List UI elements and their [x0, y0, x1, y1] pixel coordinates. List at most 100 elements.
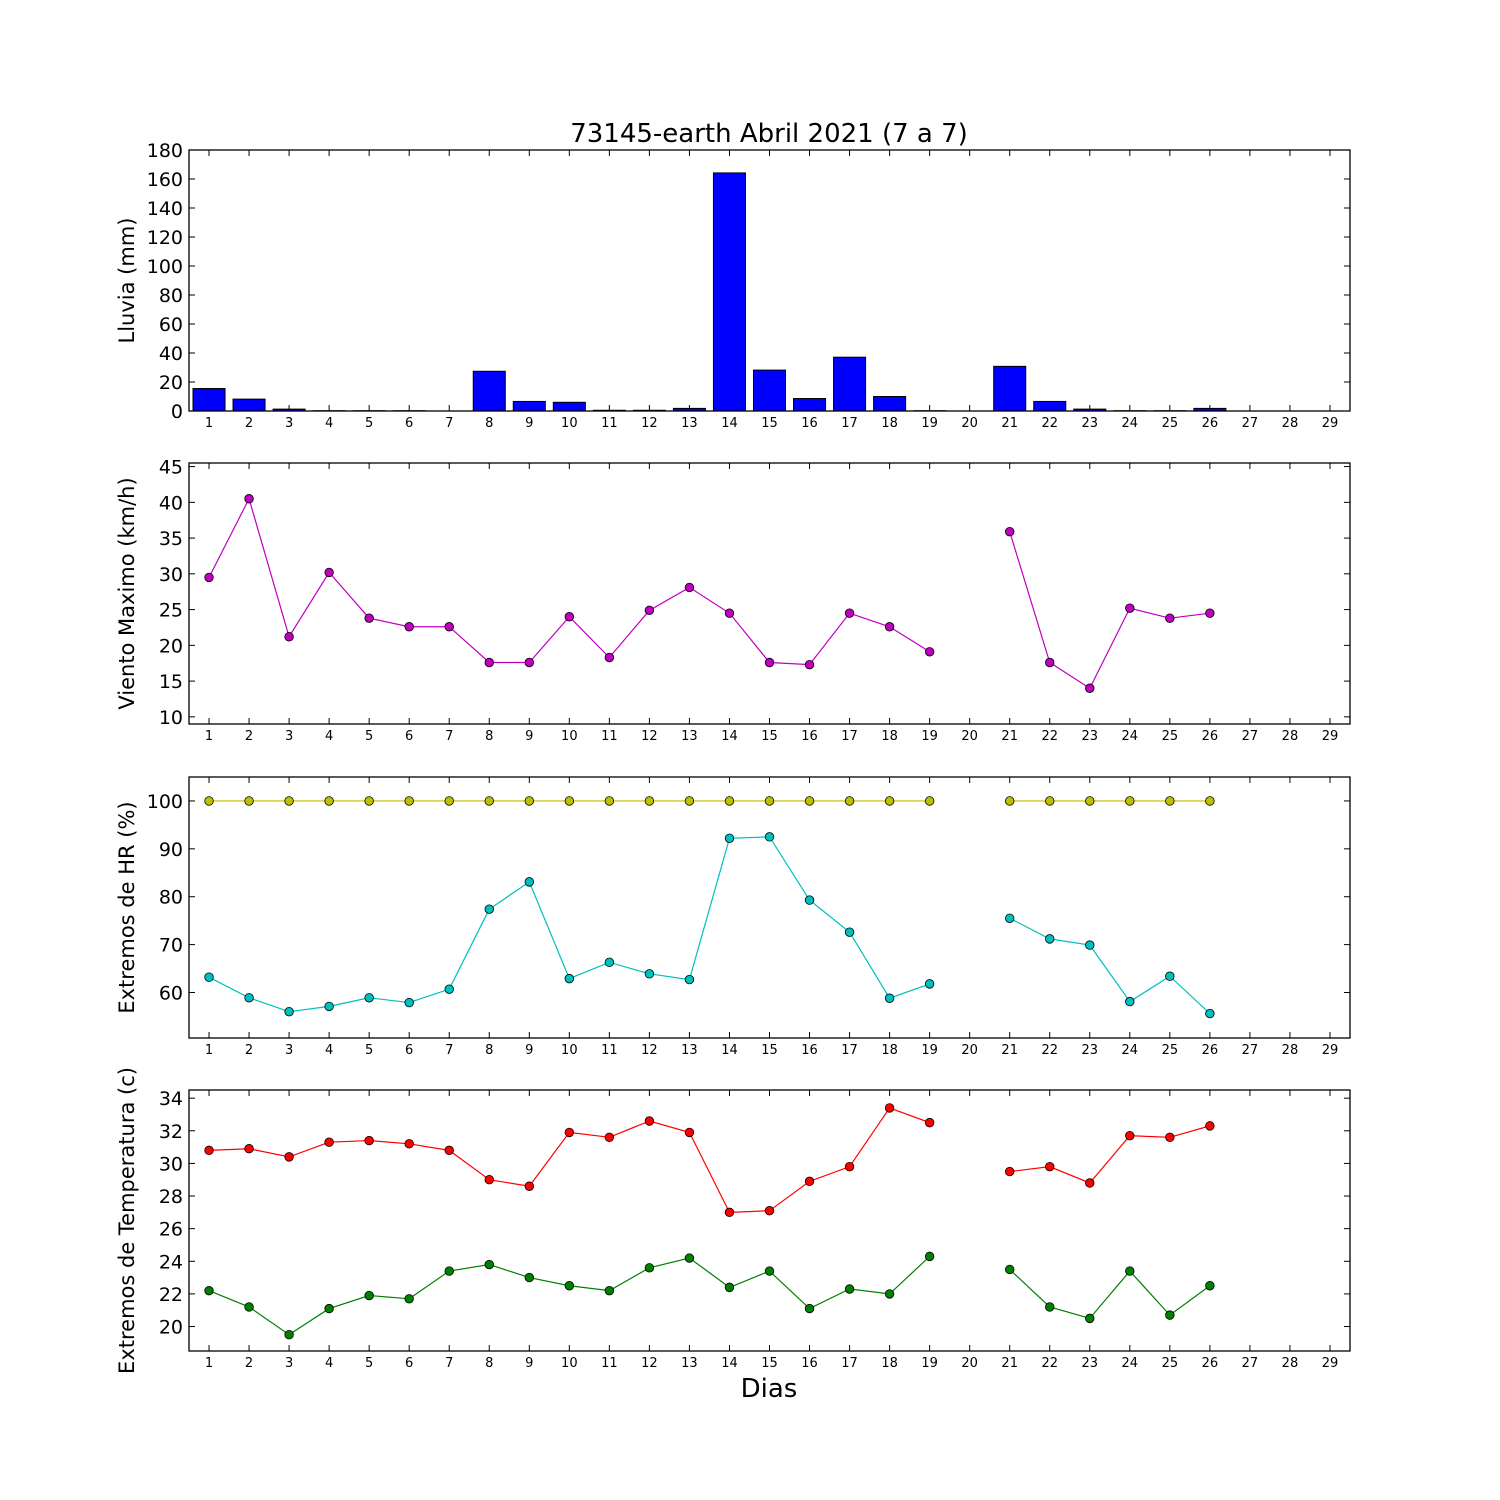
- temperature-series-1-point: [524, 1181, 534, 1191]
- humidity-series-2-point: [404, 997, 414, 1008]
- humidity-series-2-point: [604, 957, 615, 968]
- humidity-xtick-label: 4: [325, 1043, 333, 1058]
- temperature-series-1-point: [324, 1137, 334, 1147]
- temperature-series-2-point: [444, 1266, 454, 1276]
- humidity-series-1-point: [1125, 796, 1135, 806]
- temperature-series-2-point: [924, 1251, 935, 1262]
- temperature-series-1-point: [284, 1152, 294, 1162]
- humidity-series-1-point: [804, 796, 815, 806]
- wind-xtick-label: 18: [881, 729, 898, 744]
- wind-ytick-label: 30: [159, 564, 183, 586]
- temperature-xtick-label: 8: [485, 1356, 493, 1371]
- humidity-series-2-point: [1045, 934, 1055, 944]
- wind-series-1-point: [804, 659, 815, 670]
- temperature-series-2-point: [204, 1285, 214, 1296]
- temperature-series-2-point: [244, 1302, 254, 1312]
- rain-bar: [552, 401, 586, 412]
- wind-series-1-point: [1205, 608, 1215, 618]
- temperature-series-2-point: [1205, 1281, 1215, 1291]
- humidity-series-2-point: [324, 1001, 334, 1012]
- rain-ytick-label: 80: [159, 285, 183, 307]
- rain-xtick-label: 24: [1122, 416, 1139, 431]
- temperature-series-2-point: [1085, 1313, 1095, 1324]
- temperature-series-2-point: [564, 1281, 575, 1291]
- wind-series-1-point: [284, 632, 294, 642]
- wind-series-1-point: [1125, 603, 1135, 613]
- humidity-series-2-point: [524, 877, 534, 887]
- temperature-axes-frame: [188, 1089, 1351, 1352]
- humidity-ytick-label: 100: [147, 791, 183, 813]
- humidity-series-2-point: [244, 993, 254, 1003]
- wind-series-1-point: [524, 657, 534, 668]
- wind-xtick-label: 10: [561, 729, 578, 744]
- temperature-ytick-label: 34: [159, 1088, 183, 1110]
- temperature-xtick-label: 23: [1082, 1356, 1099, 1371]
- humidity-xtick-label: 6: [405, 1043, 413, 1058]
- humidity-series-1-point: [724, 796, 735, 806]
- temperature-series-2-point: [404, 1294, 414, 1304]
- temperature-xtick-label: 18: [881, 1356, 898, 1371]
- humidity-series-2-point: [644, 969, 655, 979]
- rain-bar: [793, 398, 827, 412]
- wind-xtick-label: 3: [285, 729, 293, 744]
- humidity-series-1-point: [684, 796, 695, 806]
- rain-xtick-label: 12: [641, 416, 658, 431]
- temperature-series-1-point: [764, 1206, 775, 1216]
- wind-series-1-point: [1045, 657, 1055, 668]
- humidity-series-2-point: [1165, 971, 1175, 981]
- wind-series-1-point: [444, 622, 454, 632]
- wind-xtick-label: 27: [1242, 729, 1259, 744]
- wind-series-1-point: [644, 605, 655, 616]
- temperature-xtick-label: 16: [801, 1356, 818, 1371]
- humidity-axes-frame: [188, 776, 1351, 1039]
- humidity-xtick-label: 15: [761, 1043, 778, 1058]
- rain-bar: [512, 400, 546, 412]
- temperature-xtick-label: 14: [721, 1356, 738, 1371]
- rain-xtick-label: 29: [1322, 416, 1339, 431]
- rain-xtick-label: 2: [245, 416, 253, 431]
- humidity-xtick-label: 17: [841, 1043, 858, 1058]
- wind-series-1-point: [1165, 613, 1175, 623]
- wind-series-1-point: [764, 657, 775, 668]
- temperature-series-2-point: [1045, 1302, 1055, 1312]
- humidity-series-2-point: [1125, 996, 1135, 1007]
- wind-series-1-point: [564, 612, 575, 622]
- rain-xtick-label: 1: [205, 416, 213, 431]
- temperature-xtick-label: 10: [561, 1356, 578, 1371]
- rain-xtick-label: 20: [961, 416, 978, 431]
- temperature-ytick-label: 30: [159, 1153, 183, 1175]
- temperature-series-1-point: [244, 1144, 254, 1154]
- temperature-series-1-point: [1045, 1161, 1055, 1172]
- temperature-series-1-point: [204, 1145, 214, 1156]
- humidity-series-1-point: [1165, 796, 1175, 806]
- humidity-ytick-label: 80: [159, 887, 183, 909]
- humidity-xtick-label: 14: [721, 1043, 738, 1058]
- rain-xtick-label: 23: [1082, 416, 1099, 431]
- humidity-series-1-point: [404, 796, 414, 806]
- humidity-xtick-label: 5: [365, 1043, 373, 1058]
- temperature-series-1-point: [1205, 1121, 1215, 1131]
- temperature-series-1-point: [404, 1139, 414, 1149]
- humidity-series-1-point: [1005, 796, 1015, 806]
- humidity-series-2-point: [284, 1006, 294, 1017]
- wind-ytick-label: 15: [159, 671, 183, 693]
- temperature-series-2-line: [1009, 1268, 1211, 1320]
- humidity-xtick-label: 9: [525, 1043, 533, 1058]
- rain-xtick-label: 4: [325, 416, 333, 431]
- humidity-series-1-point: [364, 796, 374, 806]
- wind-xtick-label: 9: [525, 729, 533, 744]
- wind-series-1-point: [1085, 683, 1095, 693]
- wind-series-1-point: [404, 622, 414, 632]
- rain-bar: [192, 388, 226, 412]
- temperature-y-axis-label: Extremos de Temperatura (c): [115, 1067, 139, 1374]
- humidity-series-2-point: [1005, 913, 1015, 923]
- rain-xtick-label: 13: [681, 416, 698, 431]
- wind-xtick-label: 29: [1322, 729, 1339, 744]
- wind-series-1-line: [1009, 531, 1210, 690]
- rain-bar: [993, 365, 1027, 412]
- rain-xtick-label: 28: [1282, 416, 1299, 431]
- humidity-series-1-point: [1085, 796, 1095, 806]
